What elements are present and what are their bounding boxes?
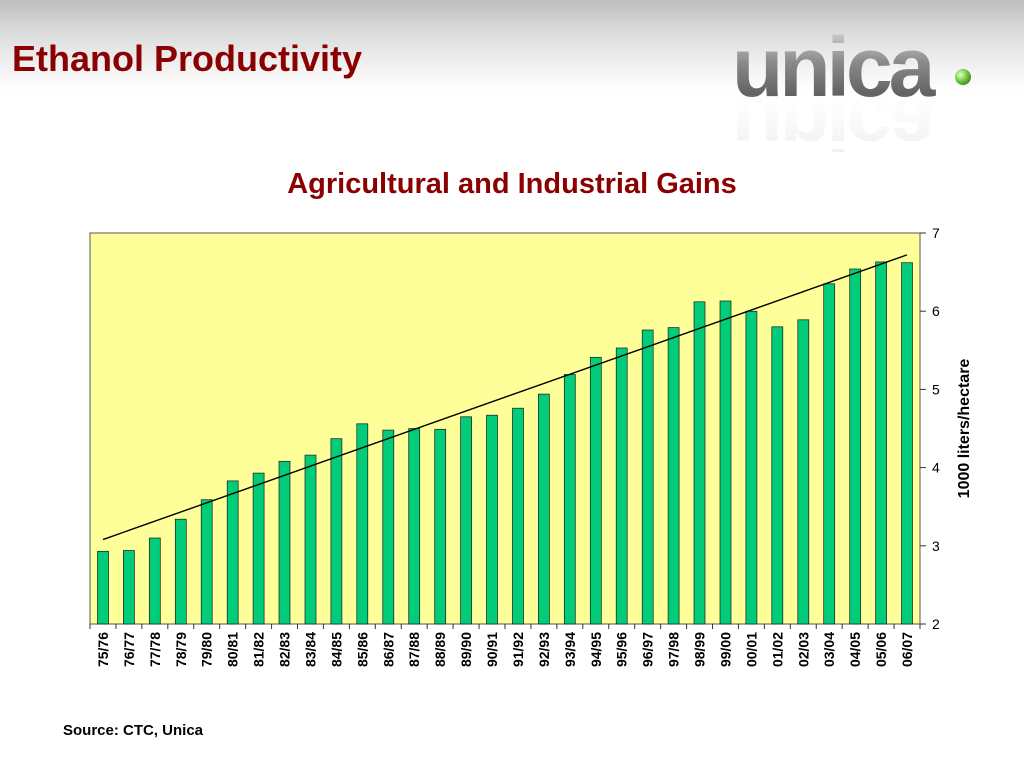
bar-06-07 (901, 262, 913, 625)
x-tick-label-99-00: 99/00 (717, 632, 733, 667)
page-title: Ethanol Productivity (12, 38, 363, 79)
bar-78-79 (174, 518, 187, 625)
x-tick-label-80-81: 80/81 (225, 632, 241, 667)
y-tick-label-6: 6 (932, 303, 940, 319)
x-tick-label-96-97: 96/97 (640, 632, 656, 667)
bar-85-86 (356, 423, 369, 625)
bar-03-04 (823, 283, 836, 625)
y-axis-title: 1000 liters/hectare (956, 359, 973, 499)
y-tick-label-4: 4 (932, 460, 940, 476)
trend-line (102, 254, 908, 541)
x-tick-label-79-80: 79/80 (199, 632, 215, 667)
x-tick-label-00-01: 00/01 (743, 632, 759, 667)
bar-01-02 (771, 326, 784, 625)
x-tick-label-82-83: 82/83 (277, 632, 293, 667)
x-tick-label-98-99: 98/99 (692, 632, 708, 667)
x-tick-label-88-89: 88/89 (432, 632, 448, 667)
source-note: Source: CTC, Unica (63, 722, 204, 739)
x-tick-label-91-92: 91/92 (510, 632, 526, 667)
x-tick-label-75-76: 75/76 (95, 632, 111, 667)
bar-83-84 (304, 454, 317, 625)
plot-area (89, 232, 921, 625)
bar-75-76 (97, 550, 109, 625)
x-tick-label-95-96: 95/96 (614, 632, 630, 667)
logo-reflection: unica (732, 78, 937, 152)
unica-logo: unica unica (732, 22, 971, 152)
bar-79-80 (200, 499, 213, 625)
x-tick-label-04-05: 04/05 (847, 632, 863, 667)
x-tick-label-90-91: 90/91 (484, 632, 500, 667)
logo-green-dot (955, 69, 971, 85)
bar-98-99 (693, 301, 706, 625)
bar-99-00 (719, 300, 732, 625)
bar-80-81 (226, 480, 239, 625)
x-tick-label-85-86: 85/86 (354, 632, 370, 667)
x-tick-label-05-06: 05/06 (873, 632, 889, 667)
x-tick-label-92-93: 92/93 (536, 632, 552, 667)
x-tick-label-81-82: 81/82 (251, 632, 267, 667)
x-tick-label-86-87: 86/87 (380, 632, 396, 667)
bar-96-97 (641, 329, 654, 625)
bar-91-92 (512, 407, 524, 625)
bar-04-05 (849, 268, 862, 625)
bar-90-91 (486, 414, 498, 625)
bar-76-77 (123, 550, 135, 625)
bar-97-98 (667, 327, 680, 625)
x-tick-label-94-95: 94/95 (588, 632, 604, 667)
x-tick-label-76-77: 76/77 (121, 632, 137, 667)
bar-00-01 (745, 310, 758, 625)
y-tick-label-3: 3 (932, 538, 940, 554)
logo-wordmark: unica (732, 22, 937, 114)
y-tick-label-5: 5 (932, 381, 940, 397)
chart-title: Agricultural and Industrial Gains (287, 168, 737, 200)
x-tick-label-97-98: 97/98 (666, 632, 682, 667)
bar-86-87 (382, 429, 395, 625)
bar-87-88 (408, 428, 421, 625)
bar-95-96 (615, 347, 628, 625)
x-tick-label-78-79: 78/79 (173, 632, 189, 667)
x-tick-label-03-04: 03/04 (821, 632, 837, 667)
bar-05-06 (875, 261, 887, 625)
bar-81-82 (252, 472, 265, 625)
bar-89-90 (460, 416, 472, 625)
x-tick-label-77-78: 77/78 (147, 632, 163, 667)
x-tick-label-93-94: 93/94 (562, 632, 578, 667)
bar-94-95 (589, 356, 602, 625)
x-tick-label-01-02: 01/02 (769, 632, 785, 667)
bar-93-94 (563, 374, 576, 625)
bar-88-89 (434, 428, 447, 625)
y-tick-label-2: 2 (932, 616, 940, 632)
y-tick-label-7: 7 (932, 225, 940, 241)
x-tick-label-06-07: 06/07 (899, 632, 915, 667)
bar-92-93 (538, 393, 550, 625)
x-tick-label-02-03: 02/03 (795, 632, 811, 667)
bar-82-83 (278, 460, 291, 625)
x-tick-label-84-85: 84/85 (328, 632, 344, 667)
x-tick-label-89-90: 89/90 (458, 632, 474, 667)
x-tick-label-83-84: 83/84 (302, 632, 318, 667)
bar-77-78 (148, 537, 161, 625)
header-band (0, 0, 1024, 92)
bar-84-85 (330, 438, 343, 625)
bar-02-03 (797, 319, 810, 625)
x-tick-label-87-88: 87/88 (406, 632, 422, 667)
